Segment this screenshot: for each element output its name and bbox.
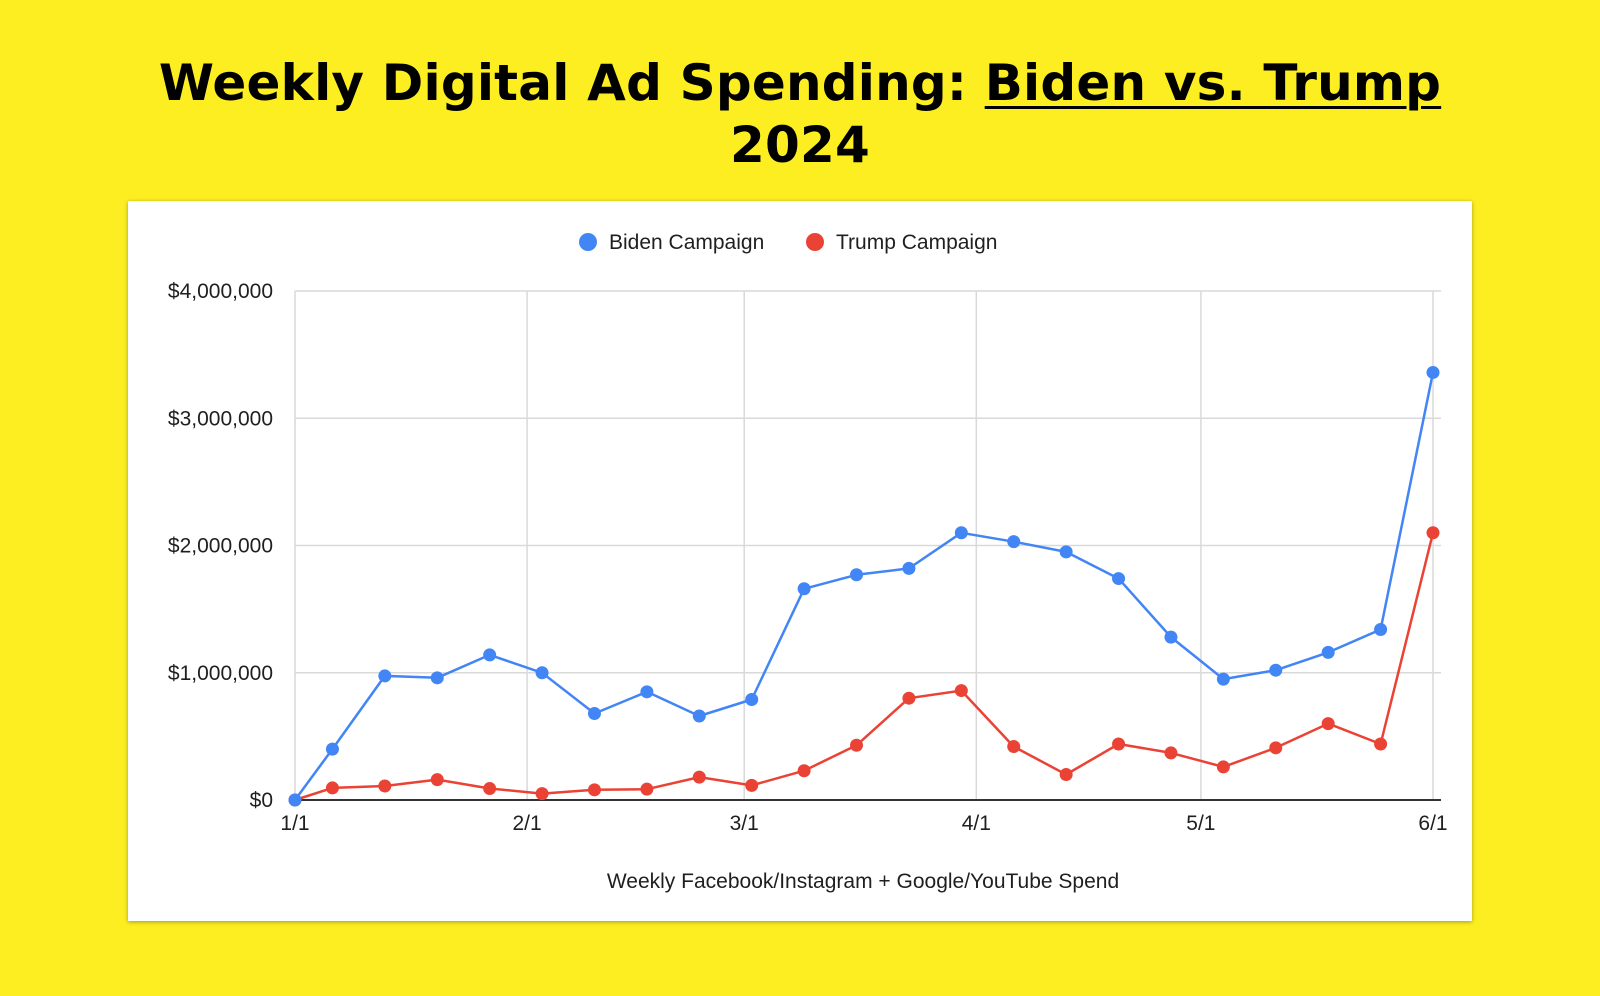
data-point-trump bbox=[1269, 741, 1283, 755]
y-tick-label: $3,000,000 bbox=[168, 407, 273, 430]
series-line-biden bbox=[293, 372, 1435, 801]
data-point-trump bbox=[902, 691, 916, 705]
data-point-trump bbox=[1426, 526, 1440, 540]
y-tick-label: $0 bbox=[250, 789, 273, 812]
data-point-trump bbox=[535, 787, 549, 801]
data-point-biden bbox=[850, 568, 864, 582]
data-point-biden bbox=[692, 709, 706, 723]
y-tick-label: $2,000,000 bbox=[168, 535, 273, 558]
chart-title: Weekly Digital Ad Spending: Biden vs. Tr… bbox=[0, 52, 1600, 176]
title-part-main: Weekly Digital Ad Spending: bbox=[158, 54, 985, 112]
y-tick-label: $1,000,000 bbox=[168, 662, 273, 685]
data-point-trump bbox=[483, 782, 497, 796]
data-point-biden bbox=[1164, 630, 1178, 644]
data-point-trump bbox=[378, 779, 392, 793]
data-point-biden bbox=[535, 666, 549, 680]
x-tick-label: 6/1 bbox=[1418, 812, 1447, 835]
data-point-trump bbox=[430, 773, 444, 787]
title-part-underlined: Biden vs. Trump bbox=[984, 54, 1442, 112]
x-tick-label: 5/1 bbox=[1186, 812, 1215, 835]
data-point-trump bbox=[850, 738, 864, 752]
data-point-biden bbox=[902, 561, 916, 575]
data-point-biden bbox=[1216, 672, 1230, 686]
x-tick-label: 2/1 bbox=[512, 812, 541, 835]
x-tick-label: 1/1 bbox=[280, 812, 309, 835]
legend-marker-biden bbox=[579, 233, 597, 251]
legend-marker-trump bbox=[806, 233, 824, 251]
x-tick-label: 3/1 bbox=[730, 812, 759, 835]
data-point-trump bbox=[325, 781, 339, 795]
data-point-trump bbox=[1059, 768, 1073, 782]
data-point-biden bbox=[288, 793, 302, 807]
data-point-biden bbox=[954, 526, 968, 540]
data-point-trump bbox=[1164, 746, 1178, 760]
title-part-year: 2024 bbox=[730, 116, 870, 174]
data-point-biden bbox=[797, 582, 811, 596]
legend-label-biden: Biden Campaign bbox=[609, 231, 764, 254]
data-point-biden bbox=[1007, 535, 1021, 549]
data-point-biden bbox=[745, 692, 759, 706]
legend-label-trump: Trump Campaign bbox=[836, 231, 997, 254]
data-point-biden bbox=[1374, 622, 1388, 636]
data-point-biden bbox=[483, 648, 497, 662]
data-point-trump bbox=[1216, 760, 1230, 774]
data-point-trump bbox=[640, 782, 654, 796]
data-point-biden bbox=[325, 742, 339, 756]
data-point-trump bbox=[692, 770, 706, 784]
line-chart: $0 $1,000,000 $2,000,000 $3,000,000 $4,000,0… bbox=[168, 231, 1448, 893]
data-point-trump bbox=[587, 783, 601, 797]
x-tick-label: 4/1 bbox=[962, 812, 991, 835]
data-point-biden bbox=[1426, 365, 1440, 379]
data-point-trump bbox=[954, 684, 968, 698]
data-point-biden bbox=[1059, 545, 1073, 559]
data-point-trump bbox=[797, 764, 811, 778]
data-point-biden bbox=[1269, 663, 1283, 677]
data-point-biden bbox=[587, 706, 601, 720]
data-point-trump bbox=[1007, 740, 1021, 754]
data-point-biden bbox=[1321, 645, 1335, 659]
data-point-biden bbox=[640, 685, 654, 699]
data-point-biden bbox=[378, 669, 392, 683]
data-point-biden bbox=[430, 671, 444, 685]
data-point-trump bbox=[1321, 717, 1335, 731]
y-tick-label: $4,000,000 bbox=[168, 280, 273, 303]
x-axis-title: Weekly Facebook/Instagram + Google/YouTu… bbox=[607, 870, 1119, 893]
data-point-trump bbox=[745, 778, 759, 792]
chart-card: $0 $1,000,000 $2,000,000 $3,000,000 $4,000,0… bbox=[128, 201, 1472, 921]
data-point-trump bbox=[1374, 737, 1388, 751]
data-point-trump bbox=[1112, 737, 1126, 751]
data-point-biden bbox=[1112, 572, 1126, 586]
